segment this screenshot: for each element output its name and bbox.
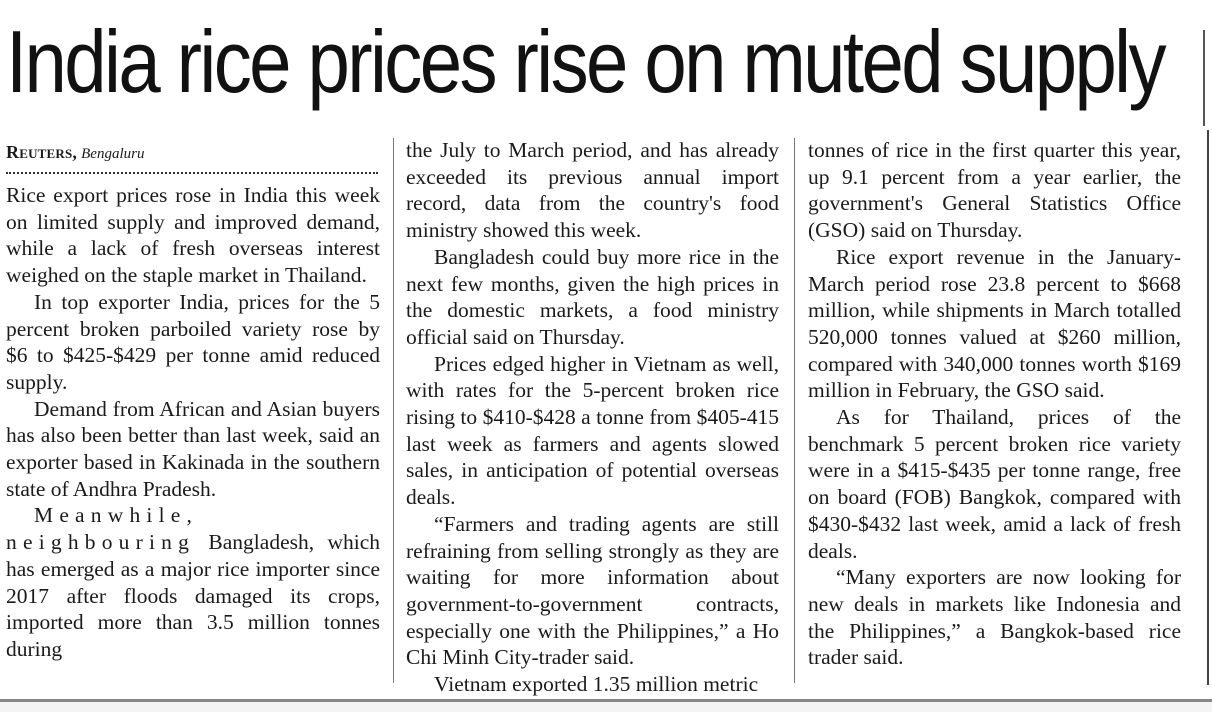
byline-divider: [6, 172, 378, 174]
paragraph: Vietnam exported 1.35 million metric: [434, 672, 759, 697]
byline-city: Bengaluru: [81, 146, 145, 162]
right-edge-rule: [1203, 30, 1205, 126]
paragraph: Bangladesh could buy more rice in the ne…: [406, 244, 779, 349]
column-rule: [393, 138, 394, 683]
byline: Reuters, Bengaluru: [6, 138, 380, 168]
paragraph: Meanwhile, neighbouring Bangladesh, whic…: [6, 502, 380, 662]
paragraph: Rice export prices rose in India this we…: [6, 183, 380, 288]
column-1: Reuters, Bengaluru Rice export prices ro…: [6, 138, 380, 663]
column-rule: [794, 138, 795, 683]
paragraph: As for Thailand, prices of the benchmark…: [808, 405, 1181, 563]
paragraph: Rice export revenue in the January-March…: [808, 244, 1181, 403]
bottom-rule: [0, 699, 1212, 702]
paragraph: In top exporter India, prices for the 5 …: [6, 289, 380, 394]
paragraph: “Many exporters are now looking for new …: [808, 565, 1181, 670]
paragraph-rest: Bangladesh, which has emerged as a major…: [6, 530, 380, 661]
paragraph: tonnes of rice in the first quarter this…: [808, 138, 1181, 243]
paragraph: “Farmers and trading agents are still re…: [406, 511, 779, 670]
paragraph: Prices edged higher in Vietnam as well, …: [406, 351, 779, 510]
right-edge-rule: [1207, 130, 1209, 685]
column-3: tonnes of rice in the first quarter this…: [808, 137, 1181, 671]
paragraph: the July to March period, and has alread…: [406, 138, 779, 243]
headline: India rice prices rise on muted supply: [6, 12, 1167, 111]
byline-agency: Reuters,: [6, 142, 78, 162]
column-2: the July to March period, and has alread…: [406, 137, 779, 698]
paragraph: Demand from African and Asian buyers has…: [6, 396, 380, 501]
bottom-margin: [0, 702, 1212, 712]
paragraph-lead: Meanwhile, neighbouring: [6, 503, 199, 555]
